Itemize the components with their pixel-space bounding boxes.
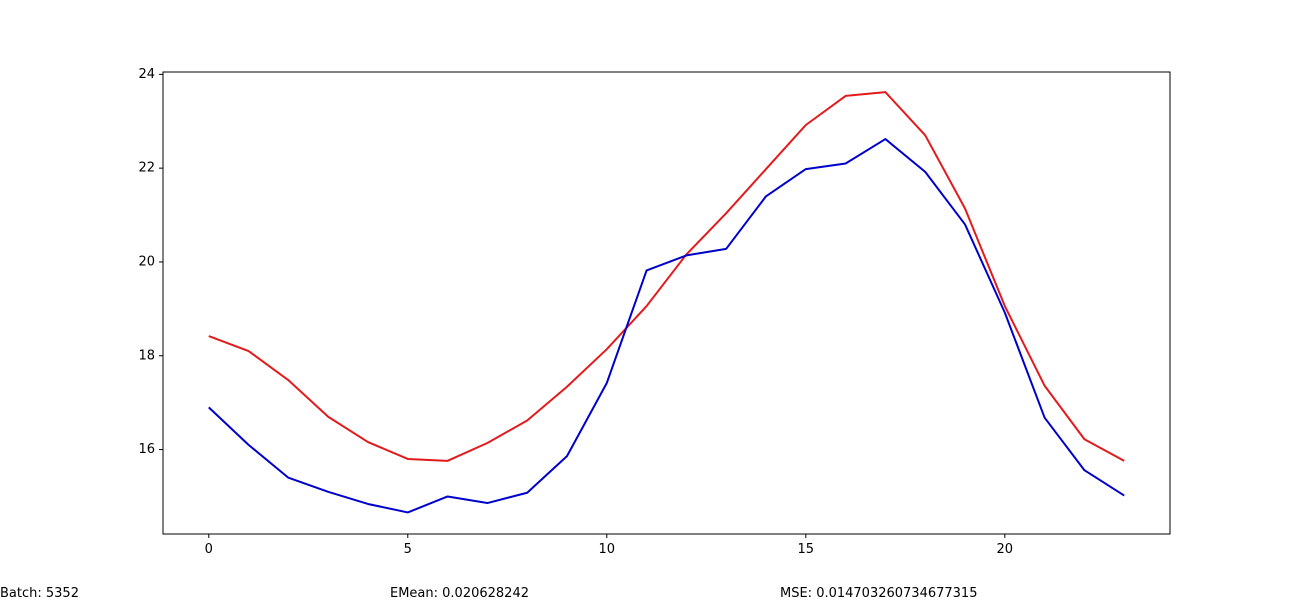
series-layer [208,91,1125,514]
x-tick-label: 5 [404,542,412,557]
plot-frame [162,71,1171,535]
y-tick-label: 16 [138,442,155,457]
y-axis: 16 18 20 22 24 [138,67,163,457]
series-line-1 [208,138,1125,514]
x-tick-label: 15 [798,542,815,557]
mse-label: MSE: 0.014703260734677315 [780,586,978,601]
x-tick-label: 10 [599,542,616,557]
x-axis: 0 5 10 15 20 [205,534,1013,557]
y-tick-label: 22 [138,161,155,176]
y-tick-label: 18 [138,348,155,363]
batch-label: Batch: 5352 [0,586,79,601]
y-tick-label: 24 [138,67,155,82]
y-tick-label: 20 [138,254,155,269]
emean-label: EMean: 0.020628242 [390,586,529,601]
x-tick-label: 0 [205,542,213,557]
x-tick-label: 20 [997,542,1014,557]
series-line-0 [208,91,1125,462]
